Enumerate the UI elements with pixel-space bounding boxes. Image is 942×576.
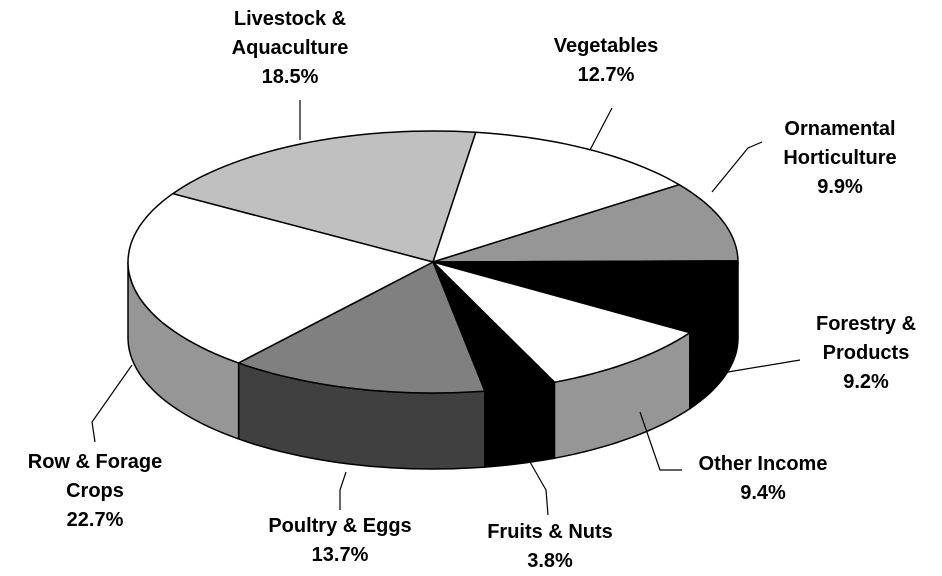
slice-label: Fruits & Nuts 3.8% [450,518,650,576]
leader-line [639,411,682,471]
value-label: 18.5% [261,66,319,88]
slice-label: Other Income 9.4% [653,450,873,508]
slice [432,261,556,392]
pie-sides [127,261,739,470]
leader-line [727,359,801,373]
category-name: Vegetables [553,35,659,57]
category-name: Poultry & Eggs [268,515,412,537]
leader-line [529,461,549,516]
category-name: Forestry & Products [815,313,917,364]
category-name: Row & Forage Crops [27,451,163,502]
category-name: Ornamental Horticulture [783,118,897,169]
slice [171,130,477,263]
value-label: 22.7% [66,509,124,531]
category-name: Livestock & Aquaculture [231,8,349,59]
value-label: 13.7% [311,544,369,566]
leader-line [91,364,133,443]
value-label: 9.2% [843,371,889,393]
leader-line [589,107,613,151]
slice-label: Ornamental Horticulture 9.9% [765,115,915,202]
category-name: Fruits & Nuts [487,521,613,543]
pie-tops [127,130,739,394]
value-label: 9.9% [817,176,863,198]
slice [127,192,434,364]
leader-line [711,141,763,193]
slice-label: Forestry & Products 9.2% [801,310,931,397]
slice [237,261,486,394]
leader-line [339,471,347,510]
leader-lines [91,100,801,516]
slice-label: Row & Forage Crops 22.7% [5,448,185,535]
slice [432,260,739,334]
value-label: 3.8% [527,550,573,572]
slice-label: Poultry & Eggs 13.7% [230,512,450,570]
slice [432,261,691,383]
category-name: Other Income [698,453,828,475]
value-label: 12.7% [577,64,635,86]
value-label: 9.4% [740,482,786,504]
slice-side [484,381,556,468]
slice [432,183,739,263]
slice-label: Livestock & Aquaculture 18.5% [215,5,365,92]
slice-label: Vegetables 12.7% [506,32,706,90]
